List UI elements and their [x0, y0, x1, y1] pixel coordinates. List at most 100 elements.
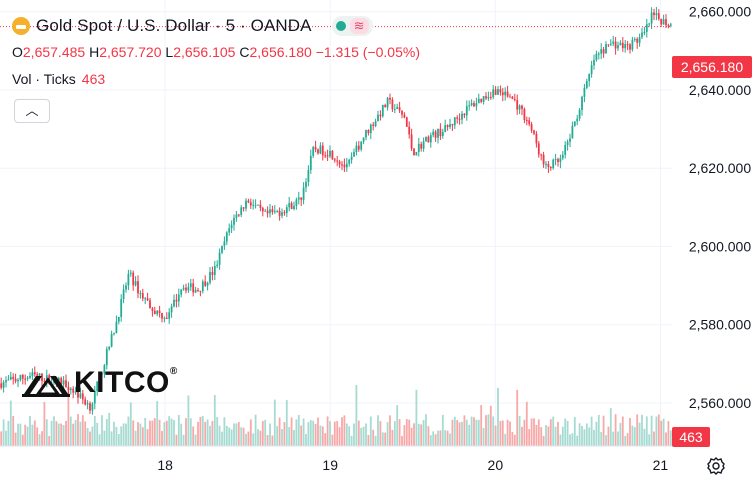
candle-body [487, 96, 490, 99]
wave-icon: ≋ [349, 18, 369, 34]
candle-body [93, 391, 96, 404]
volume-bar [326, 416, 329, 446]
collapse-legend-button[interactable]: ︿ [14, 99, 50, 123]
volume-bar [377, 415, 379, 446]
volume-value: 463 [81, 71, 106, 87]
volume-bar [113, 421, 115, 446]
symbol-title[interactable]: Gold Spot / U.S. Dollar · 5 · OANDA [36, 16, 312, 35]
volume-bar [2, 419, 5, 446]
candle-body [657, 13, 660, 19]
volume-bar [381, 432, 384, 446]
candle-body [209, 272, 211, 283]
volume-bar [353, 423, 355, 446]
low-value: 2,656.105 [173, 44, 236, 60]
volume-bar [192, 426, 195, 446]
volume-bar [319, 425, 322, 446]
candle-body [482, 96, 485, 102]
candle-body [223, 241, 226, 246]
candle-body [134, 281, 137, 286]
volume-bar [571, 433, 574, 446]
candle-body [163, 317, 166, 319]
candle-body [384, 104, 387, 108]
volume-bar [105, 418, 108, 446]
volume-bar [600, 432, 603, 446]
volume-bar [576, 435, 579, 446]
candle-body [201, 281, 204, 292]
candle-body [453, 117, 456, 126]
candle-body [605, 44, 607, 54]
candle-body [581, 96, 583, 110]
candle-body [499, 89, 502, 93]
volume-bar [0, 431, 3, 446]
candle-body [441, 131, 444, 137]
volume-bar [264, 419, 267, 446]
volume-bar [115, 426, 118, 446]
candle-body [271, 209, 274, 213]
candle-body [57, 377, 60, 382]
volume-bar [230, 429, 233, 446]
candle-body [0, 383, 3, 388]
candle-body [117, 316, 120, 322]
volume-bar [247, 431, 250, 446]
candle-body [393, 109, 396, 111]
candle-body [290, 203, 293, 209]
volume-bar [360, 427, 363, 446]
volume-bar [643, 428, 646, 446]
candle-body [403, 114, 406, 118]
volume-bar [434, 434, 437, 446]
volume-bar [557, 421, 559, 446]
volume-bar [398, 419, 401, 446]
volume-bar [605, 435, 607, 446]
ohlc-legend: O2,657.485 H2,657.720 L2,656.105 C2,656.… [12, 44, 420, 60]
volume-bar [228, 427, 231, 446]
candle-body [206, 282, 209, 286]
volume-bar [283, 422, 286, 446]
volume-bar [518, 415, 521, 446]
volume-bar [660, 420, 663, 446]
x-tick-label: 18 [157, 457, 173, 473]
kitco-logo-mark-icon [22, 376, 70, 397]
candle-body [513, 98, 516, 101]
change-value: −1.315 (−0.05%) [315, 44, 420, 60]
candle-body [96, 381, 99, 392]
candle-body [561, 154, 564, 159]
volume-bar [449, 433, 451, 446]
candle-body [633, 38, 636, 40]
candle-body [26, 377, 29, 379]
volume-bar [487, 414, 490, 446]
volume-bar [485, 415, 487, 446]
candle-body [312, 146, 315, 156]
y-tick-label: 2,560.000 [689, 395, 751, 411]
volume-bar [365, 423, 367, 446]
candle-body [77, 391, 79, 398]
candle-body [629, 44, 631, 50]
candle-body [177, 294, 180, 302]
candle-body [285, 207, 288, 214]
price-axis[interactable]: 2,560.000 2,580.000 2,600.000 2,620.000 2,64… [689, 4, 751, 411]
volume-bar [446, 430, 449, 446]
candle-body [408, 126, 411, 135]
volume-bar [79, 421, 82, 446]
volume-bar [617, 431, 619, 446]
last-volume-badge: 463 [672, 427, 710, 447]
volume-bar [669, 430, 672, 446]
candle-body [497, 89, 499, 95]
candle-body [612, 41, 615, 44]
volume-bar [422, 420, 425, 446]
market-status-pill[interactable]: ≋ [331, 16, 373, 36]
volume-bar [175, 434, 178, 446]
volume-bar [569, 434, 571, 446]
candle-body [631, 39, 634, 50]
candle-body [446, 125, 449, 128]
candle-body [144, 298, 147, 300]
candle-body [156, 310, 159, 315]
volume-bar [473, 417, 475, 446]
candle-body [17, 379, 19, 382]
volume-bar [45, 419, 48, 446]
settings-gear-icon[interactable] [706, 456, 726, 476]
candle-body [516, 100, 519, 110]
volume-bar [540, 427, 543, 446]
candle-body [477, 98, 480, 104]
time-axis[interactable]: 18 19 20 21 [157, 457, 668, 473]
